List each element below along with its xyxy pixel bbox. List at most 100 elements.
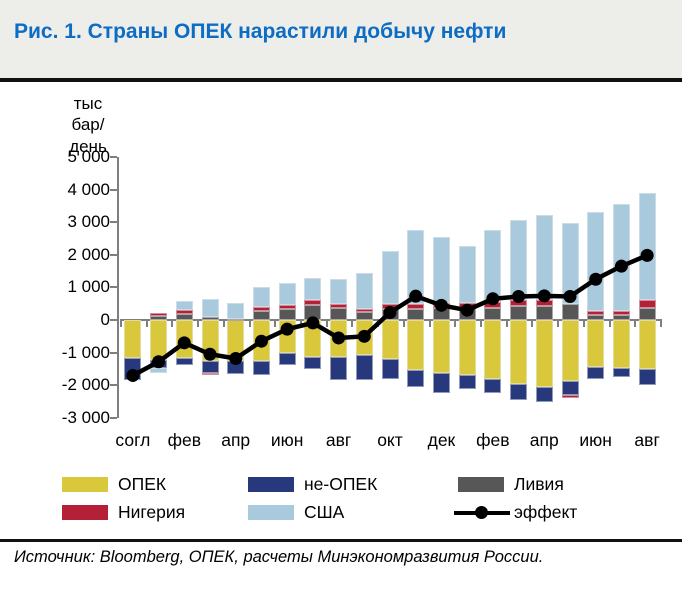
y-tick-mark	[110, 253, 117, 256]
legend-label-Нигерия: Нигерия	[118, 502, 186, 522]
bar-segment-Ливия	[535, 305, 553, 320]
bar-segment-ОПЕК	[252, 320, 270, 362]
bar-segment-Ливия	[330, 308, 348, 320]
bar-segment-Ливия	[175, 314, 193, 320]
bar-segment-Нигерия	[535, 299, 553, 306]
legend-swatch-ОПЕК	[62, 477, 108, 492]
bar-segment-США	[278, 283, 296, 305]
y-tick-mark	[110, 351, 117, 354]
bar-segment-США	[587, 212, 605, 311]
x-tick-label: авг	[634, 430, 660, 450]
x-tick-mark	[505, 321, 508, 327]
bar-segment-не-ОПЕК	[458, 375, 476, 389]
bar-segment-США	[432, 237, 450, 304]
y-axis-line	[117, 156, 119, 418]
bar-segment-Нигерия	[304, 300, 322, 306]
bar-segment-ОПЕК	[432, 320, 450, 373]
y-tick-label: 0	[100, 310, 110, 329]
bar-segment-США	[227, 303, 245, 319]
bar-segment-США	[355, 273, 373, 309]
y-tick-label: -1 000	[61, 342, 110, 362]
legend-label-США: США	[304, 502, 345, 522]
x-tick-label: апр	[221, 430, 251, 450]
legend-swatch-эффект	[454, 505, 510, 520]
bar-segment-не-ОПЕК	[484, 378, 502, 394]
bar-segment-Нигерия	[252, 307, 270, 311]
bar-segment-Ливия	[458, 308, 476, 320]
bar-segment-Ливия	[278, 308, 296, 320]
y-tick-label: 5 000	[67, 146, 110, 166]
bar-segment-США	[561, 222, 579, 304]
legend-swatch-США	[248, 505, 294, 520]
bar-segment-ОПЕК	[510, 320, 528, 384]
bar-segment-Нигерия	[175, 310, 193, 315]
x-tick-mark	[300, 321, 302, 327]
bar-segment-не-ОПЕК	[638, 369, 656, 386]
bottom-divider	[0, 539, 682, 542]
bar-segment-США	[458, 245, 476, 304]
bar-segment-не-ОПЕК	[355, 355, 373, 381]
bar-segment-США	[510, 219, 528, 301]
top-divider	[0, 78, 682, 82]
bar-segment-не-ОПЕК	[150, 360, 168, 369]
bar-segment-ОПЕК	[330, 320, 348, 357]
bar-segment-не-ОПЕК	[561, 381, 579, 396]
y-tick-label: 2 000	[67, 244, 110, 264]
x-tick-mark	[145, 321, 148, 327]
bar-segment-Ливия	[201, 317, 219, 320]
bar-segment-ОПЕК	[535, 320, 553, 387]
bar-segment-Ливия	[587, 315, 605, 320]
bar-segment-не-ОПЕК	[278, 352, 296, 365]
y-tick-label: -3 000	[61, 407, 110, 427]
bar-segment-США	[381, 251, 399, 304]
bar-segment-Нигерия	[484, 302, 502, 308]
bar-segment-США	[612, 203, 630, 311]
bar-segment-не-ОПЕК	[510, 383, 528, 400]
x-tick-label: фев	[167, 430, 201, 450]
bar-segment-ОПЕК	[201, 320, 219, 361]
bar-segment-ОПЕК	[561, 320, 579, 382]
bar-segment-Ливия	[612, 315, 630, 320]
bar-segment-ОПЕК	[355, 320, 373, 356]
figure-header-band	[0, 0, 682, 78]
x-tick-label: авг	[325, 430, 352, 450]
y-tick-mark	[110, 188, 117, 191]
y-tick-label: 1 000	[67, 277, 110, 297]
x-tick-mark	[377, 321, 380, 327]
x-tick-mark	[582, 321, 585, 327]
bar-segment-США	[175, 300, 193, 311]
x-tick-label: согл	[115, 430, 151, 450]
bar-segment-не-ОПЕК	[304, 356, 322, 369]
bar-segment-не-ОПЕК	[407, 370, 425, 387]
bar-segment-Нигерия	[201, 373, 219, 376]
bar-segment-США	[638, 193, 656, 301]
figure-title: Рис. 1. Страны ОПЕК нарастили добычу неф…	[14, 20, 507, 43]
y-tick-mark	[110, 384, 117, 387]
bar-segment-Нигерия	[612, 310, 630, 316]
x-tick-mark	[454, 321, 457, 327]
legend-swatch-не-ОПЕК	[248, 477, 294, 492]
bar-segment-Ливия	[150, 316, 168, 320]
x-tick-mark	[402, 321, 405, 327]
bar-segment-Нигерия	[510, 300, 528, 307]
bar-segment-Нигерия	[355, 308, 373, 312]
bar-segment-не-ОПЕК	[124, 358, 142, 381]
bar-segment-ОПЕК	[381, 320, 399, 360]
x-tick-mark	[608, 321, 611, 327]
x-tick-mark	[480, 321, 482, 327]
y-tick-label: 3 000	[67, 212, 110, 232]
y-tick-mark	[110, 155, 117, 158]
bar-segment-Ливия	[638, 308, 656, 320]
bar-segment-США	[304, 277, 322, 301]
y-tick-mark	[110, 319, 117, 321]
x-tick-label: июн	[270, 430, 304, 450]
bar-segment-ОПЕК	[612, 320, 630, 368]
bar-segment-США	[252, 287, 270, 308]
bar-segment-Ливия	[227, 318, 245, 321]
bar-segment-не-ОПЕК	[587, 366, 605, 379]
bar-segment-Ливия	[381, 308, 399, 320]
bar-segment-ОПЕК	[458, 320, 476, 376]
bar-segment-Ливия	[484, 307, 502, 320]
bar-segment-Ливия	[407, 308, 425, 320]
bar-segment-Нигерия	[432, 303, 450, 309]
